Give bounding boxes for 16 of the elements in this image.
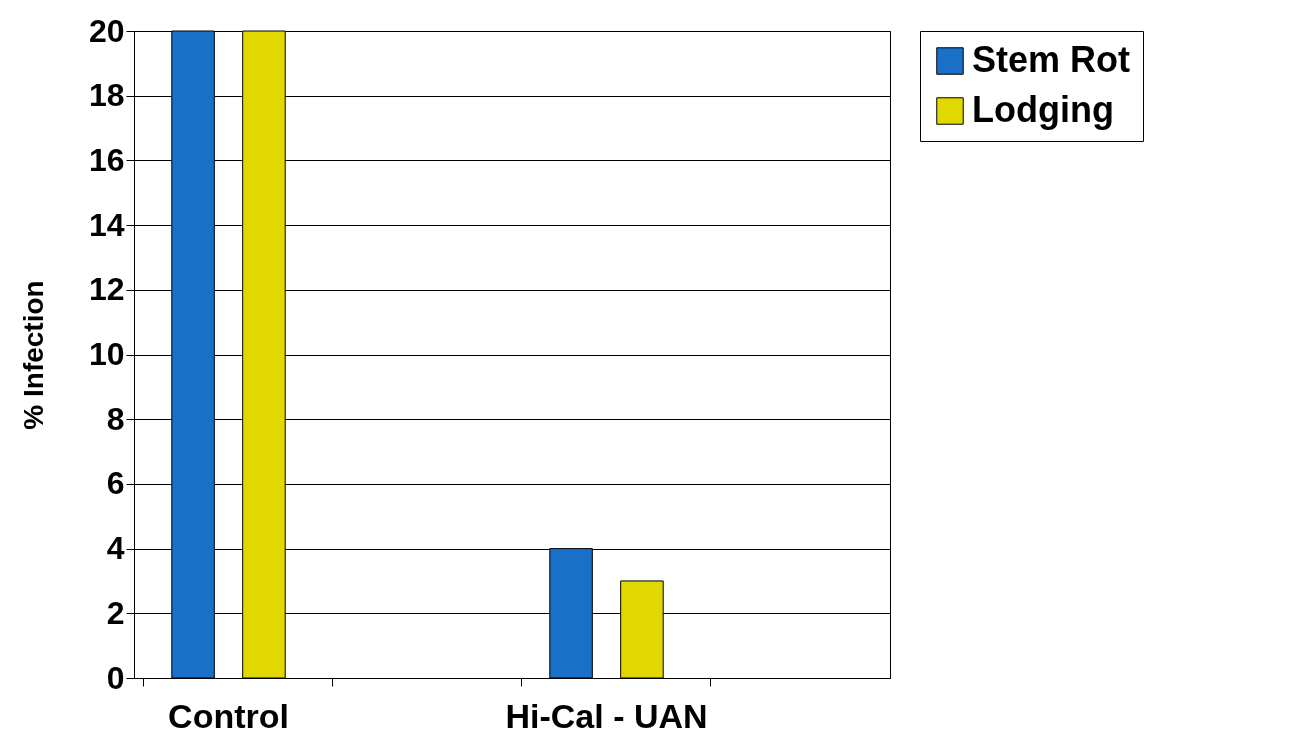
y-tick-label: 2 bbox=[106, 594, 125, 631]
y-tick-label: 0 bbox=[106, 659, 125, 696]
x-tick-label: Hi-Cal - UAN bbox=[505, 696, 708, 735]
y-tick-label: 18 bbox=[88, 77, 125, 114]
y-tick-label: 10 bbox=[88, 336, 125, 372]
y-axis-title: % Infection bbox=[17, 280, 49, 430]
y-tick-label: 4 bbox=[106, 530, 125, 567]
legend-label: Lodging bbox=[972, 89, 1114, 130]
y-tick-label: 16 bbox=[88, 141, 125, 178]
y-tick-label: 14 bbox=[88, 206, 125, 243]
y-tick-label: 20 bbox=[88, 12, 125, 49]
legend-label: Stem Rot bbox=[972, 39, 1131, 80]
y-tick-label: 12 bbox=[88, 271, 125, 308]
x-tick-label: Control bbox=[168, 696, 289, 735]
y-tick-label: 8 bbox=[106, 400, 125, 437]
y-tick-label: 6 bbox=[106, 465, 125, 502]
